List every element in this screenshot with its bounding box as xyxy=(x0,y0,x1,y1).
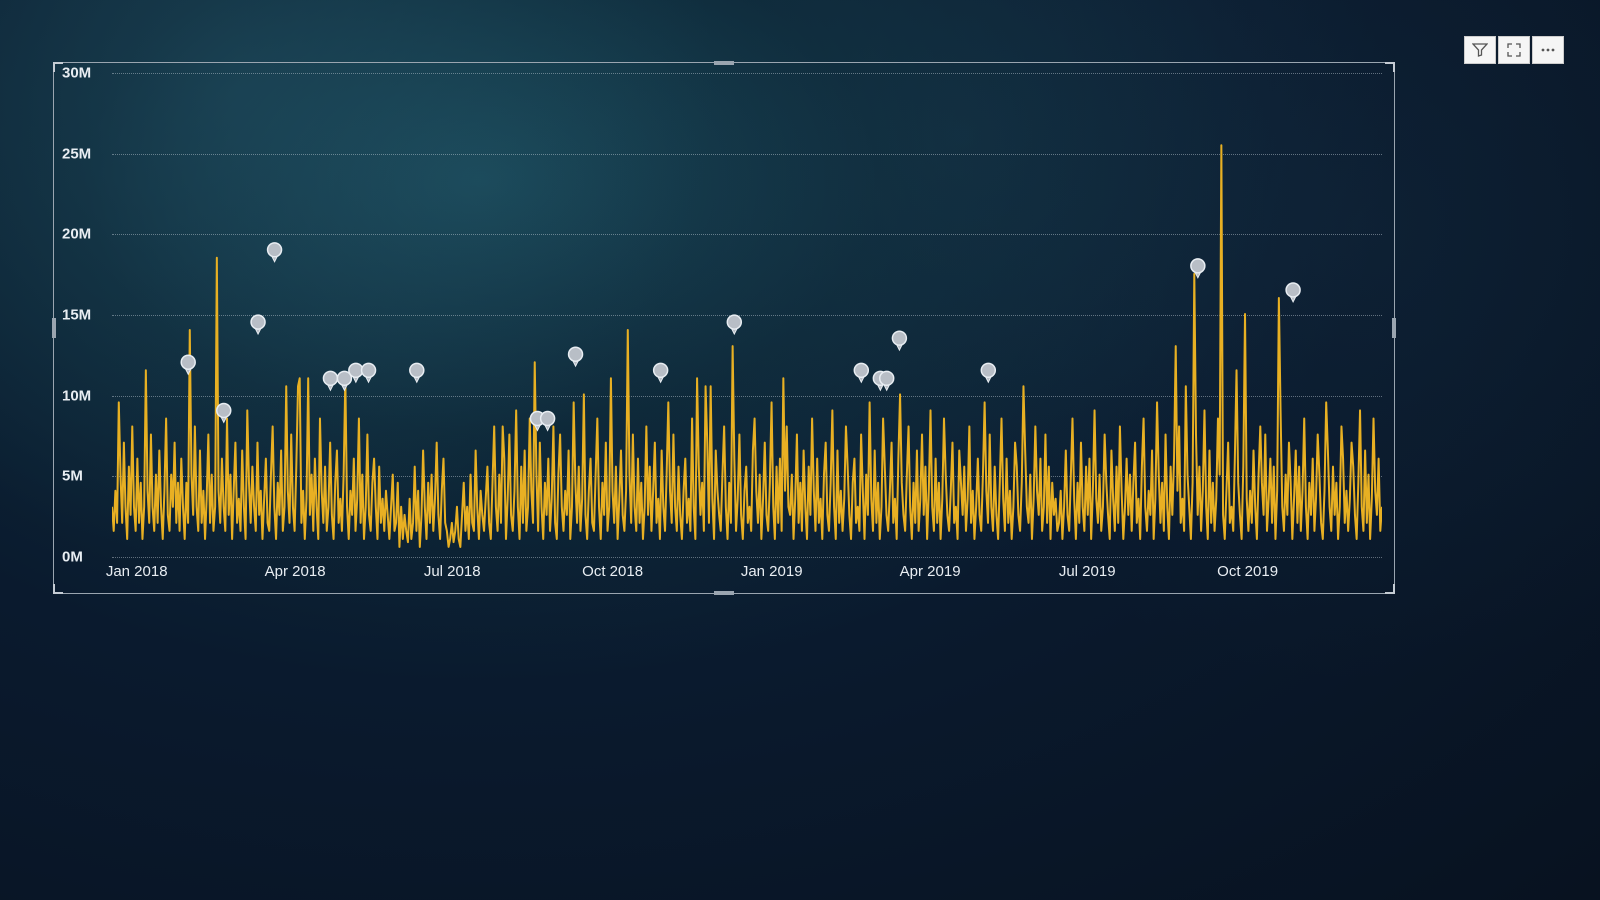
resize-handle-bl[interactable] xyxy=(53,584,63,594)
resize-handle-right[interactable] xyxy=(1392,318,1396,338)
anomaly-marker[interactable] xyxy=(1286,283,1300,302)
y-tick-label: 10M xyxy=(62,387,91,404)
anomaly-marker[interactable] xyxy=(654,363,668,382)
y-tick-label: 20M xyxy=(62,226,91,243)
y-tick-label: 30M xyxy=(62,65,91,82)
resize-handle-br[interactable] xyxy=(1385,584,1395,594)
gridline xyxy=(112,557,1382,558)
x-axis-labels: Jan 2018Apr 2018Jul 2018Oct 2018Jan 2019… xyxy=(112,563,1382,585)
anomaly-marker[interactable] xyxy=(181,355,195,374)
resize-handle-top[interactable] xyxy=(714,61,734,65)
x-tick-label: Jan 2019 xyxy=(741,563,803,580)
plot-area xyxy=(112,73,1382,555)
y-tick-label: 15M xyxy=(62,307,91,324)
x-tick-label: Oct 2018 xyxy=(582,563,643,580)
anomaly-marker[interactable] xyxy=(854,363,868,382)
x-tick-label: Jul 2018 xyxy=(424,563,481,580)
anomaly-marker[interactable] xyxy=(892,331,906,350)
focus-mode-icon xyxy=(1506,42,1522,58)
anomaly-marker[interactable] xyxy=(362,363,376,382)
x-tick-label: Jul 2019 xyxy=(1059,563,1116,580)
anomaly-marker[interactable] xyxy=(727,315,741,334)
x-tick-label: Apr 2018 xyxy=(265,563,326,580)
anomaly-marker[interactable] xyxy=(410,363,424,382)
y-tick-label: 0M xyxy=(62,549,83,566)
resize-handle-bottom[interactable] xyxy=(714,591,734,595)
filter-icon xyxy=(1472,42,1488,58)
y-tick-label: 25M xyxy=(62,145,91,162)
line-chart-svg xyxy=(112,73,1382,555)
x-tick-label: Oct 2019 xyxy=(1217,563,1278,580)
focus-mode-button[interactable] xyxy=(1498,36,1530,64)
anomaly-marker[interactable] xyxy=(251,315,265,334)
visual-toolbar xyxy=(1464,36,1564,64)
filter-button[interactable] xyxy=(1464,36,1496,64)
anomaly-marker[interactable] xyxy=(1191,259,1205,278)
x-tick-label: Jan 2018 xyxy=(106,563,168,580)
y-tick-label: 5M xyxy=(62,468,83,485)
anomaly-marker[interactable] xyxy=(981,363,995,382)
anomaly-marker[interactable] xyxy=(569,347,583,366)
more-options-button[interactable] xyxy=(1532,36,1564,64)
anomaly-marker[interactable] xyxy=(268,243,282,262)
resize-handle-left[interactable] xyxy=(52,318,56,338)
chart-visual-frame[interactable]: 0M 5M 10M 15M 20M 25M 30M Jan 2018 Apr 2018 Jul … xyxy=(53,62,1395,594)
anomaly-marker[interactable] xyxy=(323,371,337,390)
x-tick-label: Apr 2019 xyxy=(900,563,961,580)
more-options-icon xyxy=(1540,42,1556,58)
series-line xyxy=(112,145,1382,547)
resize-handle-tr[interactable] xyxy=(1385,62,1395,72)
